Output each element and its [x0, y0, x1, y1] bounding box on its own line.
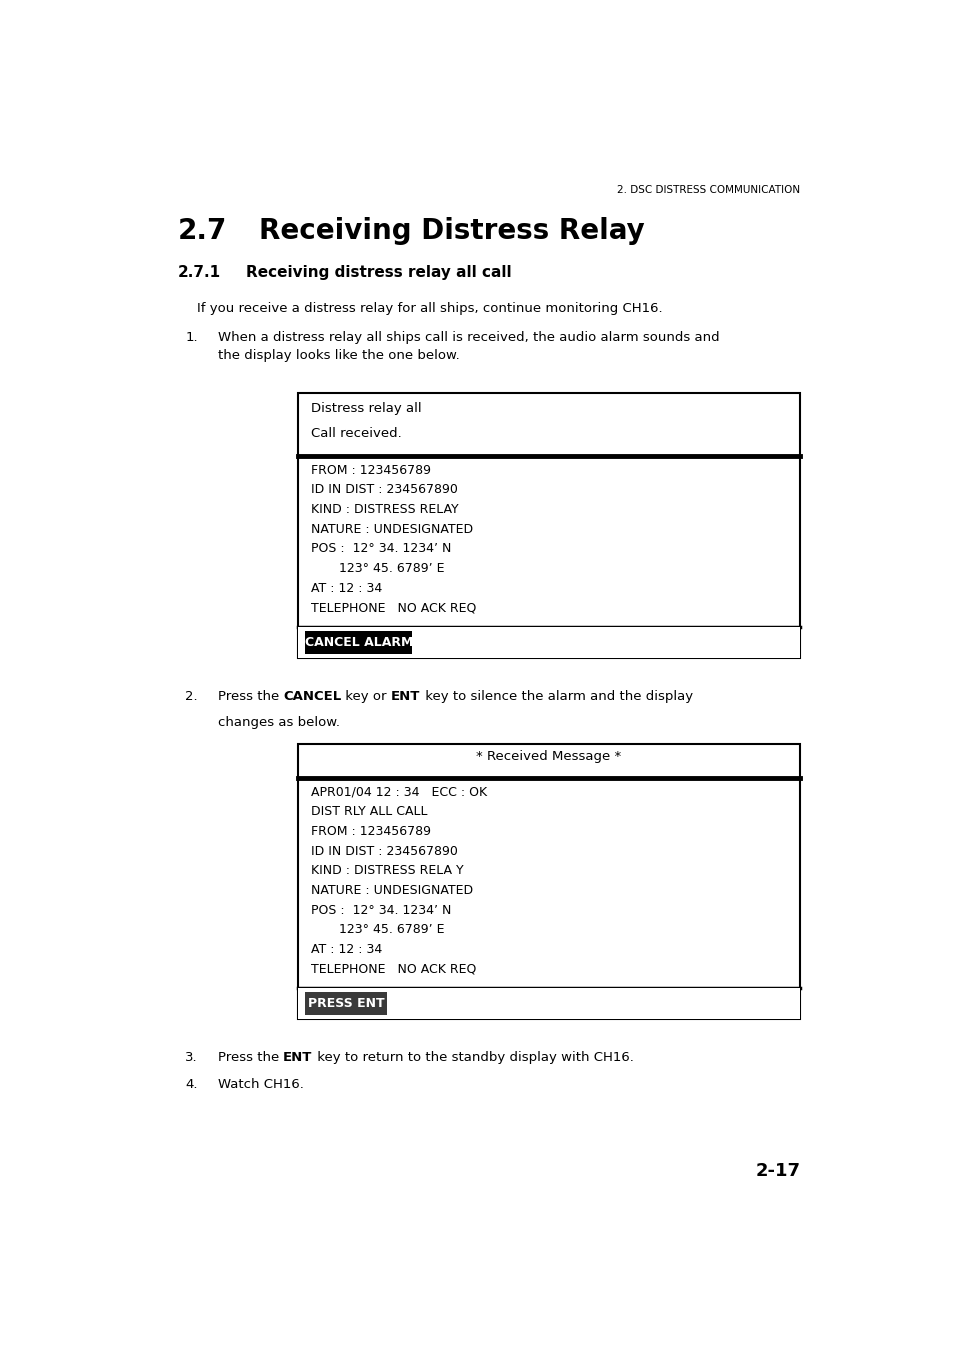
Text: 2. DSC DISTRESS COMMUNICATION: 2. DSC DISTRESS COMMUNICATION — [617, 185, 800, 196]
Text: TELEPHONE   NO ACK REQ: TELEPHONE NO ACK REQ — [311, 601, 476, 614]
Text: 2.7: 2.7 — [177, 217, 227, 246]
Text: Receiving Distress Relay: Receiving Distress Relay — [258, 217, 644, 246]
Text: ENT: ENT — [391, 690, 420, 703]
Bar — [305, 992, 386, 1015]
Text: DIST RLY ALL CALL: DIST RLY ALL CALL — [311, 806, 428, 818]
Text: Press the: Press the — [217, 690, 283, 703]
Text: Watch CH16.: Watch CH16. — [217, 1079, 303, 1091]
Text: Call received.: Call received. — [311, 427, 402, 440]
Text: When a distress relay all ships call is received, the audio alarm sounds and
the: When a distress relay all ships call is … — [217, 331, 719, 362]
Text: PRESS ENT: PRESS ENT — [307, 998, 384, 1010]
Text: NATURE : UNDESIGNATED: NATURE : UNDESIGNATED — [311, 884, 473, 896]
Text: CANCEL ALARM: CANCEL ALARM — [304, 636, 413, 649]
Text: AT : 12 : 34: AT : 12 : 34 — [311, 942, 382, 956]
Text: 123° 45. 6789’ E: 123° 45. 6789’ E — [311, 562, 444, 575]
Bar — [297, 744, 800, 1019]
Text: 4.: 4. — [185, 1079, 197, 1091]
Text: Distress relay all: Distress relay all — [311, 402, 421, 416]
Text: key to return to the standby display with CH16.: key to return to the standby display wit… — [313, 1052, 633, 1064]
Text: ENT: ENT — [283, 1052, 313, 1064]
Text: ID IN DIST : 234567890: ID IN DIST : 234567890 — [311, 845, 457, 857]
Text: Press the: Press the — [217, 1052, 283, 1064]
Text: FROM : 123456789: FROM : 123456789 — [311, 464, 431, 477]
Text: 123° 45. 6789’ E: 123° 45. 6789’ E — [311, 923, 444, 936]
Text: POS :  12° 34. 1234’ N: POS : 12° 34. 1234’ N — [311, 543, 452, 555]
Text: key or: key or — [341, 690, 391, 703]
Bar — [297, 393, 800, 657]
Bar — [297, 988, 800, 1019]
Text: 1.: 1. — [185, 331, 197, 344]
Text: AT : 12 : 34: AT : 12 : 34 — [311, 582, 382, 594]
Text: key to silence the alarm and the display: key to silence the alarm and the display — [420, 690, 692, 703]
Text: 3.: 3. — [185, 1052, 197, 1064]
Bar — [297, 628, 800, 657]
Text: ID IN DIST : 234567890: ID IN DIST : 234567890 — [311, 483, 457, 497]
Text: changes as below.: changes as below. — [217, 716, 339, 729]
Text: KIND : DISTRESS RELA Y: KIND : DISTRESS RELA Y — [311, 864, 463, 878]
Text: 2.: 2. — [185, 690, 197, 703]
Text: 2-17: 2-17 — [755, 1162, 800, 1180]
Text: KIND : DISTRESS RELAY: KIND : DISTRESS RELAY — [311, 504, 458, 516]
Text: NATURE : UNDESIGNATED: NATURE : UNDESIGNATED — [311, 522, 473, 536]
Text: * Received Message *: * Received Message * — [476, 751, 621, 763]
Text: FROM : 123456789: FROM : 123456789 — [311, 825, 431, 838]
Text: TELEPHONE   NO ACK REQ: TELEPHONE NO ACK REQ — [311, 963, 476, 976]
Bar — [305, 630, 412, 653]
Text: POS :  12° 34. 1234’ N: POS : 12° 34. 1234’ N — [311, 903, 452, 917]
Text: 2.7.1: 2.7.1 — [177, 265, 220, 281]
Text: CANCEL: CANCEL — [283, 690, 341, 703]
Text: Receiving distress relay all call: Receiving distress relay all call — [245, 265, 511, 281]
Text: APR01/04 12 : 34   ECC : OK: APR01/04 12 : 34 ECC : OK — [311, 786, 487, 799]
Text: If you receive a distress relay for all ships, continue monitoring CH16.: If you receive a distress relay for all … — [196, 302, 661, 315]
